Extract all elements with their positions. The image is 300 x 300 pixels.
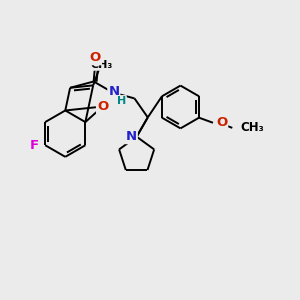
Text: O: O (90, 51, 101, 64)
Text: N: N (108, 85, 119, 98)
Text: CH₃: CH₃ (241, 122, 264, 134)
Text: CH₃: CH₃ (90, 60, 112, 70)
Text: F: F (30, 139, 39, 152)
Text: O: O (216, 116, 227, 129)
Text: N: N (126, 130, 137, 143)
Text: H: H (117, 96, 126, 106)
Text: O: O (97, 100, 108, 113)
